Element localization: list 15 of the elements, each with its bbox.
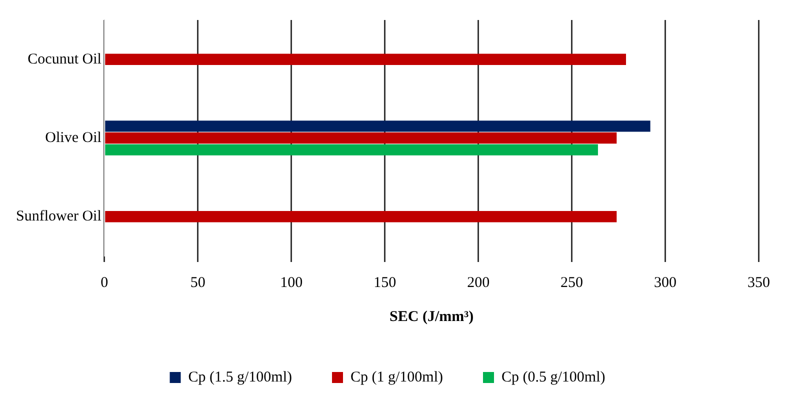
x-tick-label: 250 — [560, 274, 584, 291]
x-tick-label: 0 — [100, 274, 108, 291]
y-tick-label: Cocunut Oil — [28, 51, 102, 68]
legend-label: Cp (1.5 g/100ml) — [188, 369, 292, 386]
x-tick-label: 300 — [654, 274, 677, 291]
legend-label: Cp (1 g/100ml) — [350, 369, 444, 386]
y-tick-label: Sunflower Oil — [16, 208, 102, 225]
legend-label: Cp (0.5 g/100ml) — [502, 369, 606, 386]
x-tick-label: 150 — [374, 274, 396, 291]
y-tick-label: Olive Oil — [45, 130, 102, 146]
x-tick-label: 200 — [467, 274, 490, 291]
x-tick-label: 50 — [190, 274, 206, 291]
x-tick-label: 100 — [280, 274, 303, 291]
x-tick-label: 350 — [748, 274, 770, 291]
x-axis-title: SEC (J/mm³) — [390, 308, 474, 325]
